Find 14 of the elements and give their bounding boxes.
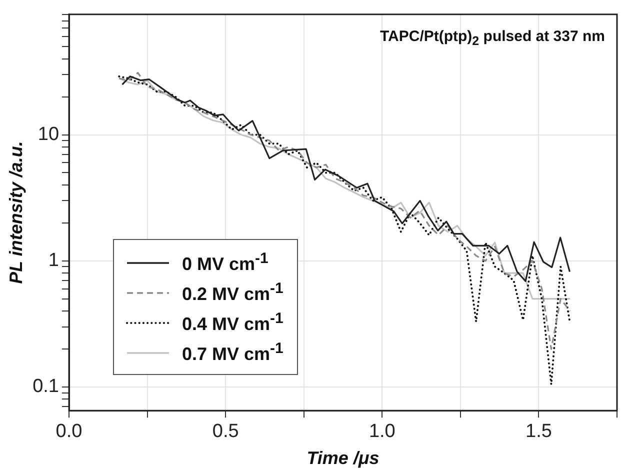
legend-label: 0.2 MV cm$^{-1}$ <box>182 280 284 306</box>
y-tick-label: 0.1 <box>32 376 60 398</box>
x-axis-title: Time /μs <box>306 448 380 468</box>
y-tick-label: 1 <box>48 250 60 272</box>
legend-label: 0.7 MV cm$^{-1}$ <box>182 340 284 366</box>
x-tick-label: 1.5 <box>526 421 552 442</box>
x-tick-label: 0.5 <box>212 421 239 442</box>
y-tick-label: 10 <box>38 124 60 145</box>
legend-label: 0.4 MV cm$^{-1}$ <box>182 310 284 336</box>
x-tick-label: 0.0 <box>56 421 82 442</box>
x-tick-label: 1.0 <box>368 421 396 442</box>
y-axis-title: PL intensity /a.u. <box>6 141 26 284</box>
legend-label: 0 MV cm$^{-1}$ <box>182 250 268 276</box>
text: TAPC/Pt(ptp)$_{2}$ pulsed at 337 nm <box>380 28 605 48</box>
